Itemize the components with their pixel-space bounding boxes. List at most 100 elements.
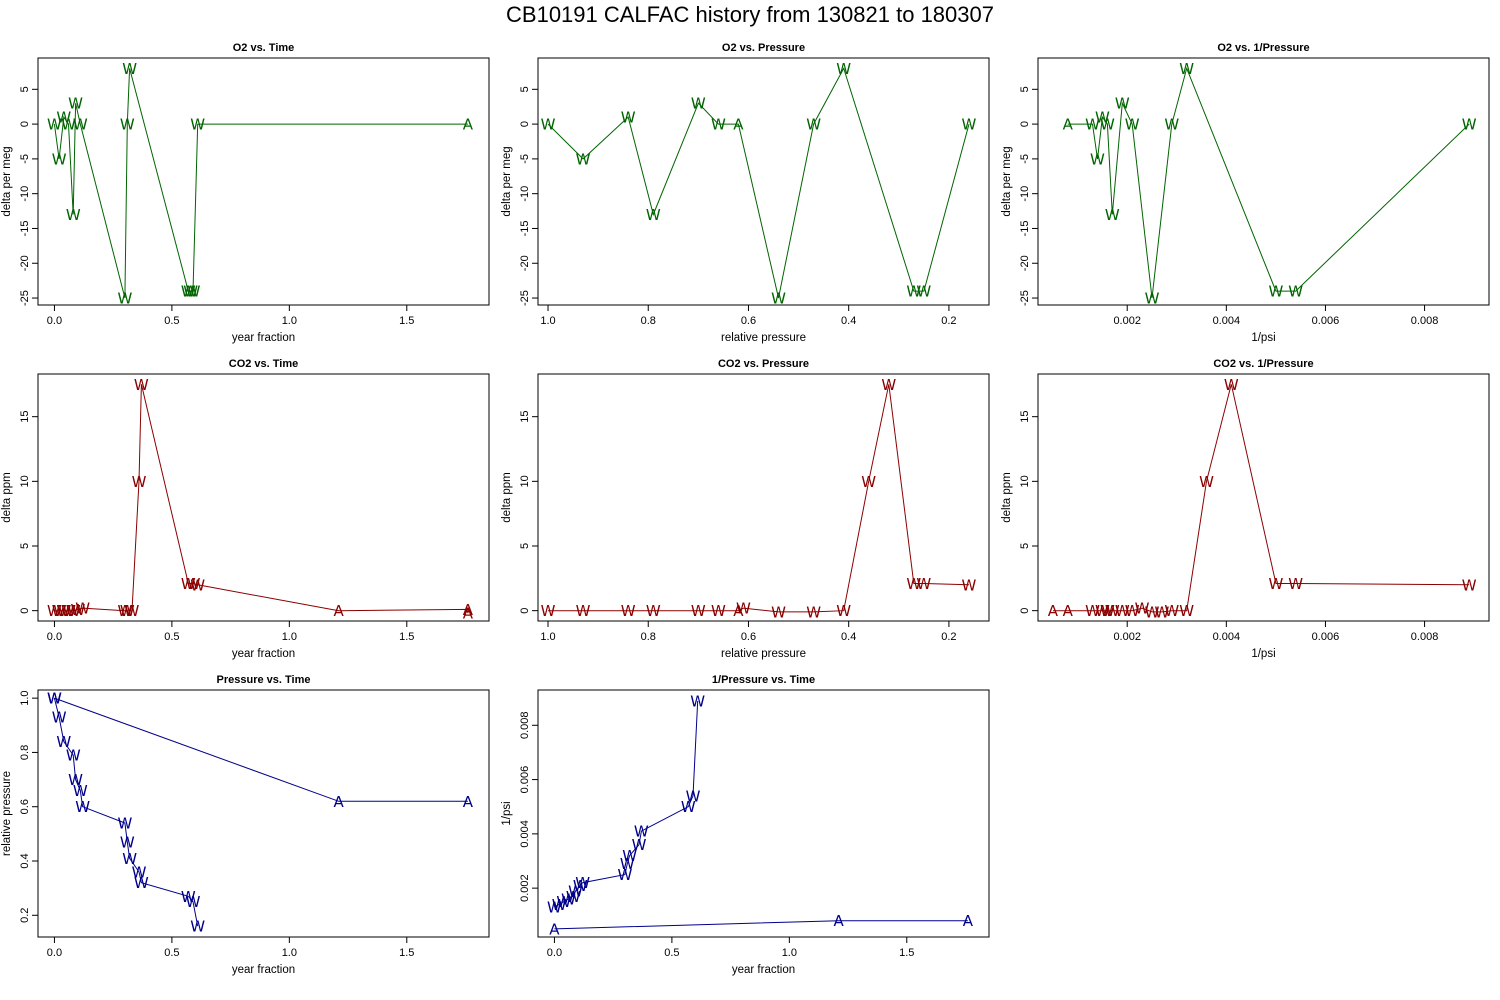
y-axis-label: delta per meg	[1, 146, 13, 216]
data-point-w: W	[711, 602, 726, 620]
x-tick-label: 1.0	[282, 631, 297, 643]
x-axis-label: year fraction	[232, 332, 295, 344]
y-tick-label: 0	[519, 608, 531, 614]
y-tick-label: -5	[19, 154, 31, 164]
plot-frame	[1037, 373, 1490, 622]
x-tick-label: 0.5	[164, 631, 179, 643]
y-tick-label: 0.8	[19, 745, 31, 760]
data-point-w: W	[1085, 602, 1100, 620]
data-point-w: W	[68, 95, 83, 113]
data-point-a: A	[733, 602, 744, 620]
series-line	[54, 384, 469, 614]
data-point-w: W	[561, 891, 576, 909]
y-tick-label: 10	[519, 475, 531, 487]
data-point-w: W	[617, 866, 632, 884]
data-point-w: W	[56, 602, 71, 620]
x-tick-label: 0.6	[741, 631, 756, 643]
data-point-w: W	[61, 602, 76, 620]
y-axis-label: delta ppm	[1, 472, 13, 523]
data-point-w: W	[1224, 376, 1239, 394]
x-axis-label: relative pressure	[721, 648, 806, 660]
data-point-w: W	[1115, 602, 1130, 620]
data-point-w: W	[181, 283, 196, 301]
data-point-w: W	[122, 850, 137, 868]
data-point-w: W	[56, 109, 71, 127]
y-tick-label: -25	[19, 290, 31, 306]
data-point-w: W	[556, 893, 571, 911]
data-point-w: W	[132, 473, 147, 491]
data-point-a: A	[463, 605, 474, 623]
data-point-w: W	[1100, 116, 1115, 134]
data-point-w: W	[836, 602, 851, 620]
y-axis-label: 1/psi	[501, 801, 513, 825]
x-tick-label: 0.5	[164, 947, 179, 959]
y-tick-label: 15	[19, 411, 31, 423]
data-point-w: W	[575, 874, 590, 892]
plot-frame	[37, 57, 490, 306]
x-tick-label: 1.0	[540, 315, 555, 327]
panel-title: Pressure vs. Time	[217, 674, 311, 686]
data-point-w: W	[66, 602, 81, 620]
data-point-w: W	[1095, 109, 1110, 127]
panel-title: CO2 vs. Pressure	[718, 358, 809, 370]
data-point-w: W	[1105, 602, 1120, 620]
data-point-w: W	[47, 690, 62, 708]
panel-o2-vs-pressure: O2 vs. Pressure relative pressure delta pe…	[501, 42, 990, 344]
data-point-w: W	[541, 116, 556, 134]
y-tick-label: 0	[1019, 608, 1031, 614]
y-tick-label: 0.004	[519, 820, 531, 848]
data-point-w: W	[61, 116, 76, 134]
data-point-w: W	[75, 798, 90, 816]
x-tick-label: 0.002	[1113, 315, 1141, 327]
y-tick-label: -15	[519, 221, 531, 237]
y-tick-label: -25	[1019, 290, 1031, 306]
y-tick-label: 5	[1019, 543, 1031, 549]
x-tick-label: 0.2	[941, 631, 956, 643]
data-point-w: W	[117, 290, 132, 308]
y-tick-label: 15	[519, 411, 531, 423]
data-point-w: W	[1462, 116, 1477, 134]
x-tick-label: 1.0	[540, 631, 555, 643]
data-point-w: W	[122, 60, 137, 78]
y-tick-label: -5	[1019, 154, 1031, 164]
data-point-w: W	[916, 283, 931, 301]
data-point-w: W	[646, 602, 661, 620]
x-tick-label: 0.0	[47, 947, 62, 959]
data-point-w: W	[1125, 116, 1140, 134]
x-tick-label: 0.6	[741, 315, 756, 327]
data-point-w: W	[1105, 206, 1120, 224]
data-point-w: W	[186, 575, 201, 593]
data-point-a: A	[963, 912, 974, 930]
data-point-w: W	[1288, 575, 1303, 593]
series-line	[554, 920, 968, 930]
data-point-w: W	[771, 603, 786, 621]
x-tick-label: 0.4	[841, 315, 856, 327]
data-point-w: W	[1199, 473, 1214, 491]
y-tick-label: -10	[19, 186, 31, 202]
data-point-a: A	[1063, 602, 1074, 620]
data-point-w: W	[120, 116, 135, 134]
data-point-w: W	[691, 95, 706, 113]
data-point-a: A	[463, 793, 474, 811]
plot-frame	[537, 689, 990, 938]
data-point-w: W	[1135, 600, 1150, 618]
y-tick-label: -15	[19, 221, 31, 237]
y-tick-label: 0.002	[519, 874, 531, 902]
series-line	[548, 384, 970, 613]
data-point-w: W	[691, 602, 706, 620]
data-point-w: W	[120, 602, 135, 620]
x-tick-label: 0.004	[1213, 315, 1241, 327]
data-point-a: A	[834, 912, 845, 930]
data-point-a: A	[733, 116, 744, 134]
x-tick-label: 1.5	[399, 315, 414, 327]
panel-title: O2 vs. Pressure	[722, 42, 805, 54]
plot-frame	[37, 373, 490, 622]
data-point-w: W	[66, 747, 81, 765]
data-point-w: W	[861, 473, 876, 491]
data-point-w: W	[620, 855, 635, 873]
data-point-w: W	[736, 600, 751, 618]
y-tick-label: 0	[19, 121, 31, 127]
x-tick-label: 1.5	[899, 947, 914, 959]
x-axis-label: 1/psi	[1251, 648, 1275, 660]
